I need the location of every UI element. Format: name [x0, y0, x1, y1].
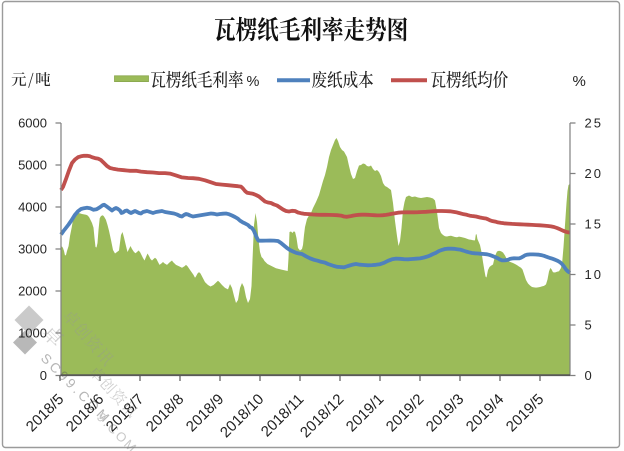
svg-text:5: 5 [585, 318, 594, 333]
svg-text:3000: 3000 [18, 242, 47, 257]
svg-text:5000: 5000 [18, 158, 47, 173]
svg-text:20: 20 [585, 166, 603, 181]
svg-text:0: 0 [40, 368, 47, 383]
svg-text:0: 0 [585, 368, 594, 383]
svg-text:6000: 6000 [18, 116, 47, 131]
svg-text:10: 10 [585, 267, 603, 282]
svg-text:1000: 1000 [18, 326, 47, 341]
svg-text:4000: 4000 [18, 200, 47, 215]
svg-text:25: 25 [585, 116, 603, 131]
svg-text:%: % [247, 74, 260, 90]
svg-text:2000: 2000 [18, 284, 47, 299]
svg-text:%: % [573, 73, 586, 90]
svg-text:15: 15 [585, 217, 603, 232]
